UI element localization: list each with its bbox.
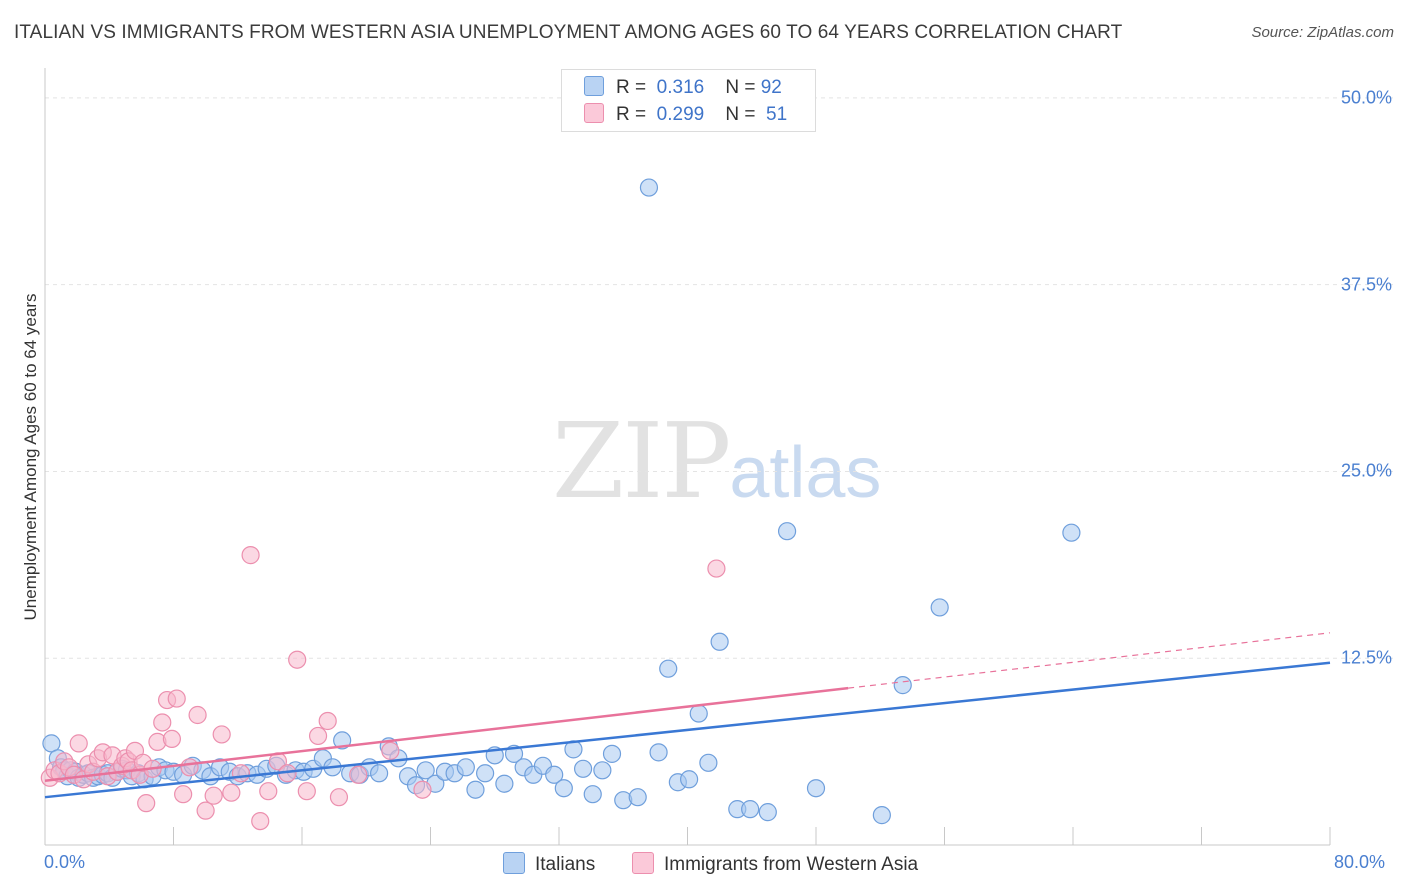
- data-point-italians: [689, 704, 708, 723]
- data-point-italians: [930, 598, 949, 617]
- trend-line-italians: [44, 661, 1331, 799]
- bottom-legend-swatch-italians: [503, 852, 525, 874]
- data-point-italians: [370, 764, 389, 783]
- legend-r-immigrants: 0.299: [656, 104, 705, 125]
- legend-r-italians: 0.316: [656, 77, 705, 98]
- data-point-italians: [699, 753, 718, 772]
- data-point-immigrants: [69, 734, 88, 753]
- data-point-italians: [545, 765, 564, 784]
- data-point-immigrants: [318, 711, 337, 731]
- trend-line-extension-immigrants: [848, 632, 1331, 689]
- y-tick-label: 50.0%: [1340, 87, 1392, 108]
- data-point-italians: [659, 659, 678, 678]
- data-point-italians: [806, 779, 826, 798]
- legend-n-label: N =: [725, 104, 756, 125]
- data-point-immigrants: [167, 689, 186, 708]
- data-point-immigrants: [162, 729, 181, 749]
- y-tick-label: 25.0%: [1340, 460, 1392, 481]
- data-point-immigrants: [329, 788, 349, 807]
- data-point-italians: [628, 788, 647, 807]
- data-point-immigrants: [222, 783, 241, 802]
- source-label: Source: ZipAtlas.com: [1251, 24, 1394, 41]
- data-point-italians: [593, 761, 612, 780]
- watermark: ZIPatlas: [552, 400, 881, 522]
- data-point-italians: [554, 779, 573, 798]
- data-point-immigrants: [308, 726, 328, 746]
- data-point-immigrants: [196, 801, 215, 820]
- data-point-italians: [680, 770, 699, 789]
- data-point-immigrants: [137, 794, 156, 813]
- data-point-immigrants: [231, 764, 251, 783]
- x-tick-label-min: 0.0%: [44, 852, 86, 872]
- x-tick-label-max: 80.0%: [1334, 852, 1386, 872]
- data-point-italians: [777, 522, 797, 541]
- data-point-immigrants: [241, 546, 260, 565]
- data-point-italians: [416, 761, 435, 780]
- data-point-immigrants: [288, 650, 307, 669]
- data-point-immigrants: [212, 725, 231, 744]
- chart-title: ITALIAN VS IMMIGRANTS FROM WESTERN ASIA …: [14, 22, 1123, 43]
- legend-n-immigrants: 51: [766, 104, 788, 125]
- bottom-legend-italians[interactable]: Italians: [503, 852, 595, 876]
- legend-n-italians: 92: [760, 77, 782, 98]
- bottom-legend-label-italians: Italians: [535, 854, 596, 875]
- watermark-atlas: atlas: [729, 433, 882, 513]
- data-point-immigrants: [188, 705, 207, 725]
- legend-r-label: R =: [616, 77, 647, 98]
- y-tick-label: 12.5%: [1340, 647, 1392, 668]
- data-point-italians: [333, 731, 352, 750]
- data-point-italians: [602, 744, 622, 763]
- legend-swatch-italians: [584, 76, 604, 96]
- data-point-immigrants: [297, 782, 316, 801]
- data-point-immigrants: [413, 780, 432, 799]
- data-point-immigrants: [381, 741, 400, 760]
- data-point-italians: [476, 764, 495, 783]
- data-point-italians: [710, 632, 729, 651]
- correlation-legend: R = 0.316 N = 92 R = 0.299 N = 51: [561, 69, 816, 132]
- legend-row-immigrants: R = 0.299 N = 51: [584, 103, 787, 126]
- bottom-legend-immigrants[interactable]: Immigrants from Western Asia: [632, 852, 918, 876]
- data-point-italians: [466, 780, 485, 799]
- bottom-legend-label-immigrants: Immigrants from Western Asia: [664, 854, 919, 875]
- data-point-immigrants: [204, 786, 223, 805]
- legend-swatch-immigrants: [584, 103, 604, 123]
- data-point-immigrants: [180, 758, 199, 777]
- data-point-italians: [872, 806, 891, 825]
- watermark-zip: ZIP: [552, 400, 731, 522]
- data-point-italians: [573, 759, 593, 778]
- legend-row-italians: R = 0.316 N = 92: [584, 76, 782, 99]
- data-point-italians: [1062, 523, 1081, 542]
- data-point-italians: [456, 758, 475, 777]
- data-point-immigrants: [259, 782, 278, 801]
- data-point-italians: [495, 774, 514, 793]
- data-point-italians: [639, 178, 659, 197]
- y-axis-label: Unemployment Among Ages 60 to 64 years: [21, 293, 40, 621]
- legend-r-label: R =: [616, 104, 647, 125]
- data-point-immigrants: [153, 713, 172, 732]
- data-point-italians: [741, 800, 760, 819]
- trend-line-immigrants: [44, 686, 849, 782]
- data-point-italians: [758, 803, 777, 822]
- data-point-italians: [893, 676, 912, 695]
- bottom-legend-swatch-immigrants: [632, 852, 654, 874]
- data-point-italians: [649, 743, 668, 762]
- data-point-immigrants: [251, 811, 270, 831]
- data-point-italians: [583, 785, 602, 804]
- data-point-immigrants: [174, 785, 193, 804]
- legend-n-label: N =: [725, 77, 756, 98]
- data-point-immigrants: [349, 765, 368, 784]
- y-tick-label: 37.5%: [1340, 274, 1392, 295]
- data-point-immigrants: [707, 559, 726, 578]
